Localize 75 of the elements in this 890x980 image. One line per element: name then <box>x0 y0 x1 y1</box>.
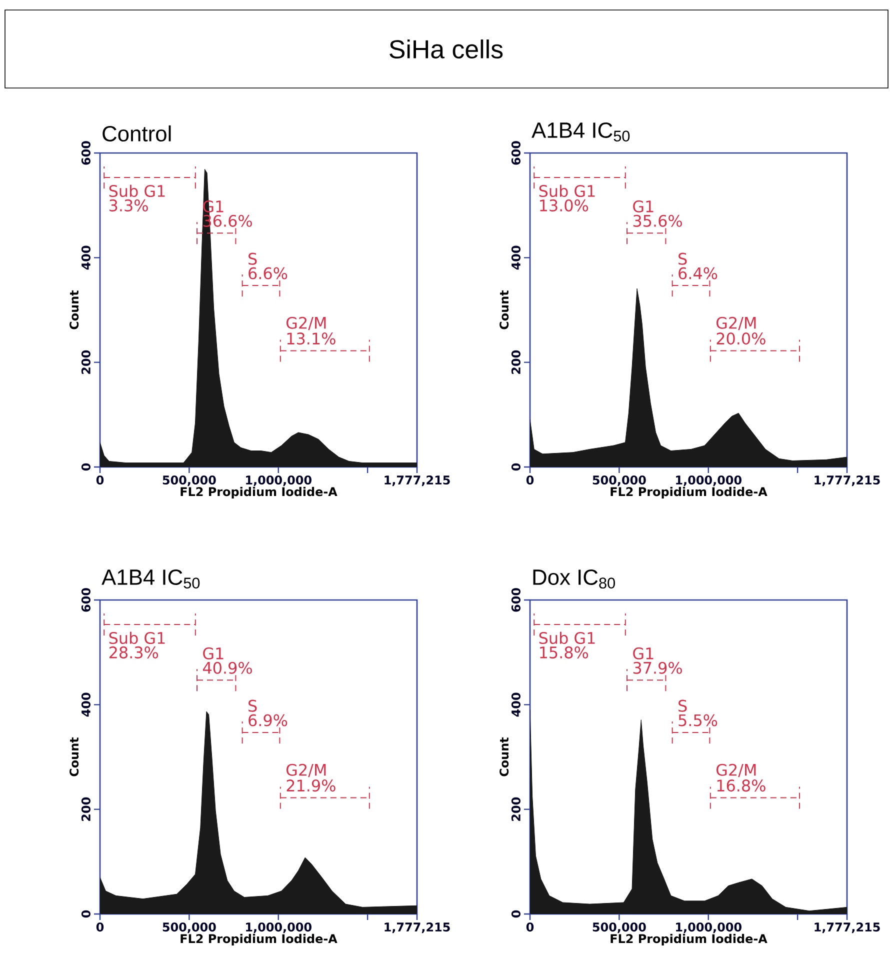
x-tick-label: 1,777,215 <box>384 922 450 934</box>
annotation: Sub G1 <box>539 632 595 644</box>
y-tick-label: 200 <box>81 350 90 374</box>
annotation: 13.1% <box>287 332 336 345</box>
y-tick-label: 0 <box>81 910 90 918</box>
annotation: 3.3% <box>110 199 148 212</box>
annotation: S <box>678 252 687 265</box>
chart-title: Dox IC$_{80}$ <box>533 569 615 589</box>
y-tick-label: 400 <box>81 246 90 270</box>
y-tick-label: 400 <box>511 692 520 717</box>
chart-title: A1B4 IC$_{50}$ <box>532 122 630 142</box>
annotation: 28.3% <box>109 646 158 658</box>
annotation: 15.8% <box>540 646 588 658</box>
annotation: S <box>248 252 257 265</box>
annotation: G2/M <box>716 764 756 778</box>
annotation: Sub G1 <box>539 184 595 198</box>
annotation: 6.9% <box>248 714 288 726</box>
x-tick-label: 500,000 <box>592 476 646 486</box>
text: SiHa cells <box>390 39 503 58</box>
annotation: S <box>248 700 257 712</box>
annotation: S <box>678 700 687 712</box>
y-tick-label: 600 <box>81 141 90 165</box>
x-tick-label: 1,777,215 <box>814 922 880 934</box>
y-tick-label: 200 <box>511 797 520 821</box>
annotation: G2/M <box>286 316 326 330</box>
y-tick-label: 0 <box>81 463 90 471</box>
x-tick-label: 0 <box>96 922 104 932</box>
x-axis-title: FL2 Propidium Iodide-A <box>610 486 768 498</box>
x-tick-label: 1,777,215 <box>384 476 450 486</box>
annotation: G1 <box>633 200 654 212</box>
x-tick-label: 1,000,000 <box>676 476 742 486</box>
y-tick-label: 600 <box>81 588 90 612</box>
x-tick-label: 500,000 <box>162 922 216 934</box>
annotation: 35.6% <box>633 214 682 227</box>
chart-title: Control <box>102 125 171 142</box>
x-tick-label: 1,777,215 <box>814 476 880 486</box>
x-tick-label: 1,000,000 <box>246 476 312 486</box>
annotation: Sub G1 <box>109 184 165 198</box>
annotation: 21.9% <box>286 780 336 792</box>
annotation: 40.9% <box>202 662 252 674</box>
y-tick-label: 600 <box>511 588 520 612</box>
annotation: G1 <box>633 647 654 660</box>
annotation: 6.4% <box>678 267 718 280</box>
y-tick-label: 0 <box>511 463 520 471</box>
y-tick-label: 200 <box>511 350 520 374</box>
annotation: G1 <box>203 647 224 660</box>
annotation: 16.8% <box>717 780 766 792</box>
annotation: G2/M <box>716 316 756 330</box>
x-axis-title: FL2 Propidium Iodide-A <box>610 934 768 946</box>
annotation: 6.6% <box>248 267 288 280</box>
y-axis-title: Count <box>70 290 79 330</box>
x-tick-label: 0 <box>96 476 104 485</box>
x-tick-label: 500,000 <box>592 922 646 934</box>
y-axis-title: Count <box>500 290 509 330</box>
y-axis-title: Count <box>500 737 509 776</box>
y-tick-label: 600 <box>511 141 520 165</box>
annotation: Sub G1 <box>109 632 165 644</box>
annotation: 37.9% <box>633 662 682 674</box>
x-tick-label: 0 <box>526 922 534 932</box>
x-tick-label: 1,000,000 <box>676 922 742 934</box>
y-tick-label: 0 <box>511 910 520 918</box>
annotation: 20.0% <box>716 332 766 345</box>
y-tick-label: 400 <box>81 692 90 717</box>
y-tick-label: 200 <box>81 797 90 821</box>
chart-title: A1B4 IC$_{50}$ <box>102 569 200 589</box>
annotation: G2/M <box>286 764 326 778</box>
x-axis-title: FL2 Propidium Iodide-A <box>180 934 338 946</box>
y-axis-title: Count <box>70 737 79 776</box>
x-axis-title: FL2 Propidium Iodide-A <box>180 486 338 498</box>
annotation: 13.0% <box>540 199 588 212</box>
x-tick-label: 500,000 <box>162 476 216 486</box>
annotation: 5.5% <box>678 714 718 726</box>
x-tick-label: 1,000,000 <box>246 922 312 934</box>
y-tick-label: 400 <box>511 246 520 270</box>
x-tick-label: 0 <box>526 476 534 485</box>
